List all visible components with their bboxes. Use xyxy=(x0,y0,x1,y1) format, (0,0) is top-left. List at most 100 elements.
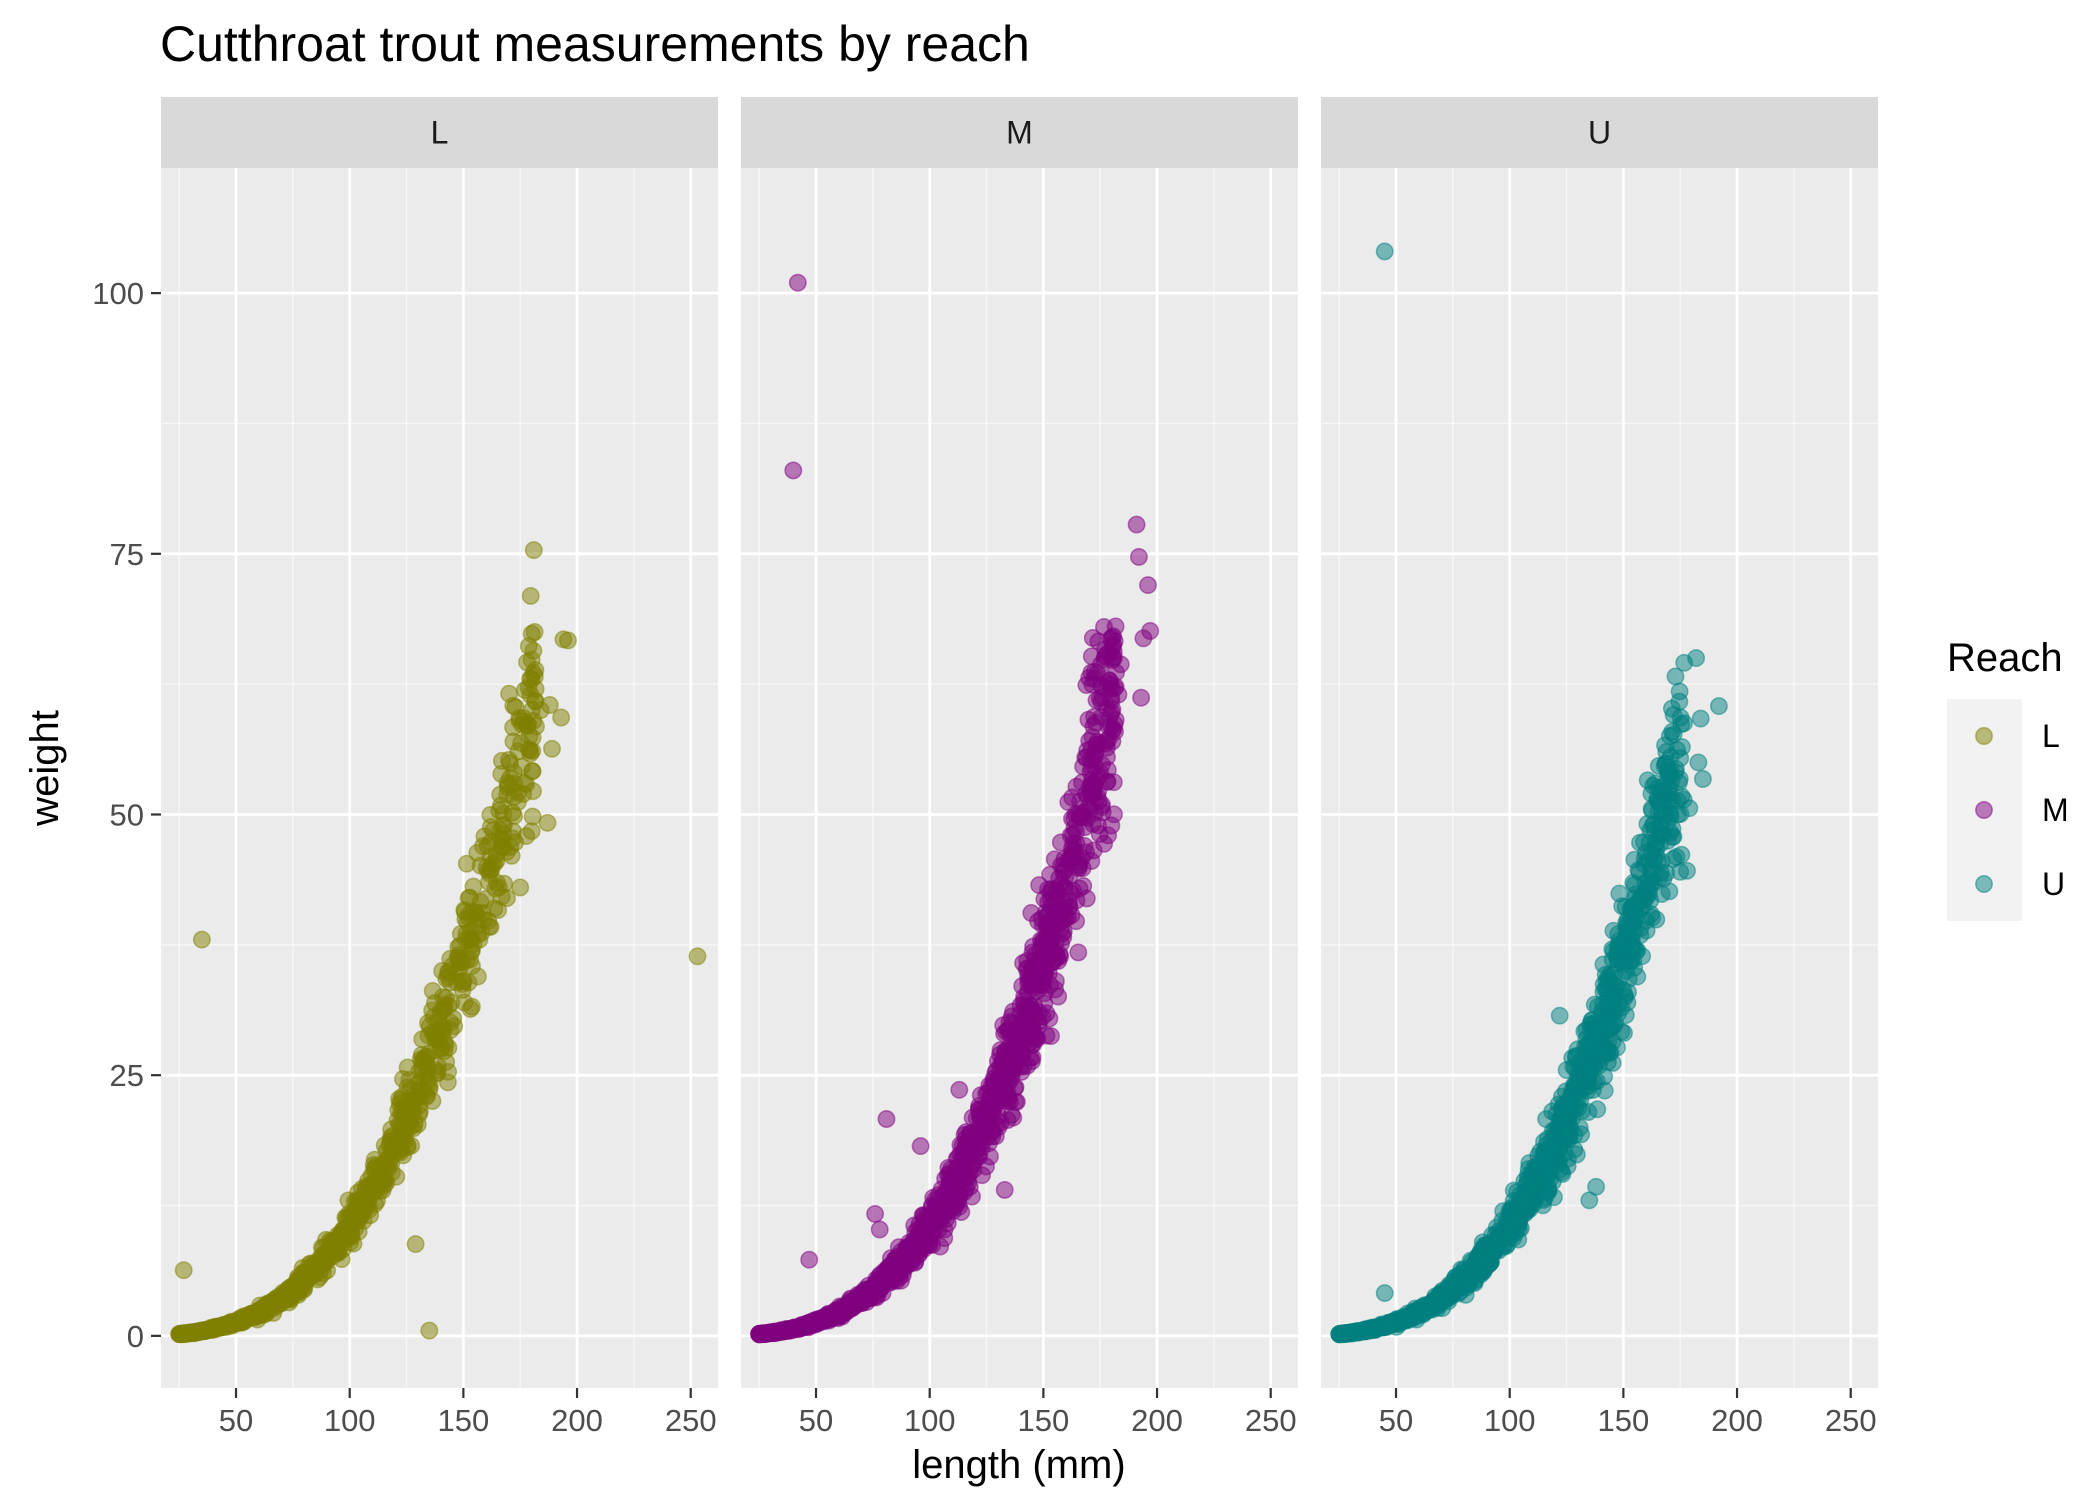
legend-key-u xyxy=(1975,875,1993,893)
data-point xyxy=(334,1239,353,1258)
data-point xyxy=(1670,692,1689,711)
data-point xyxy=(1129,547,1148,566)
data-point xyxy=(523,762,542,781)
data-point xyxy=(784,461,803,480)
data-point xyxy=(1496,1220,1515,1238)
data-point xyxy=(995,1024,1014,1043)
data-point xyxy=(351,1202,369,1221)
data-point xyxy=(492,751,511,770)
data-point xyxy=(475,827,494,846)
data-point xyxy=(456,910,475,929)
data-point xyxy=(524,541,543,560)
data-point xyxy=(1659,785,1678,804)
data-point xyxy=(885,1262,904,1281)
data-point xyxy=(1083,628,1102,647)
data-point xyxy=(1102,703,1121,722)
data-point xyxy=(1074,807,1093,826)
data-point xyxy=(1565,1076,1584,1095)
data-point xyxy=(1132,688,1151,707)
data-point xyxy=(559,631,577,650)
data-point xyxy=(1595,1067,1614,1086)
data-point xyxy=(1626,902,1644,921)
data-point xyxy=(511,878,530,897)
data-point xyxy=(1019,975,1038,993)
data-point xyxy=(420,1077,439,1095)
data-point xyxy=(1067,777,1086,796)
data-point xyxy=(1631,833,1649,852)
data-point xyxy=(1633,947,1652,966)
data-point xyxy=(1659,763,1678,782)
data-point xyxy=(275,1288,294,1307)
facet-panel-l: L xyxy=(161,97,718,1388)
data-point xyxy=(967,1109,986,1128)
x-tick-label: 150 xyxy=(1598,1403,1650,1438)
data-point xyxy=(1069,943,1088,962)
data-point xyxy=(1542,1138,1561,1157)
data-point xyxy=(1093,678,1112,697)
data-point xyxy=(490,801,509,820)
data-point xyxy=(381,1132,400,1151)
chart-title: Cutthroat trout measurements by reach xyxy=(160,16,1030,72)
data-point xyxy=(1004,1108,1023,1127)
data-point xyxy=(995,1180,1014,1199)
data-point xyxy=(926,1191,945,1210)
data-point xyxy=(1678,861,1696,880)
x-tick-label: 200 xyxy=(1131,1403,1183,1438)
data-point xyxy=(538,813,557,832)
data-point xyxy=(1693,770,1712,788)
data-point xyxy=(1083,727,1102,746)
panel-background xyxy=(161,168,718,1388)
data-point xyxy=(688,947,707,966)
data-point xyxy=(437,1053,456,1071)
data-point xyxy=(1405,1304,1424,1323)
data-point xyxy=(1689,753,1708,772)
x-tick-label: 200 xyxy=(551,1403,603,1438)
x-tick-label: 50 xyxy=(1379,1403,1413,1438)
data-point xyxy=(1035,984,1054,1003)
data-point xyxy=(1526,1157,1545,1176)
data-point xyxy=(420,1321,439,1340)
data-point xyxy=(379,1159,398,1178)
y-tick-label: 50 xyxy=(110,797,144,832)
data-point xyxy=(1680,799,1699,818)
legend-key-l xyxy=(1975,727,1993,745)
x-tick-label: 100 xyxy=(324,1403,376,1438)
data-point xyxy=(1072,849,1091,868)
data-point xyxy=(454,972,473,991)
data-point xyxy=(481,917,500,936)
legend-label-l: L xyxy=(2042,718,2060,754)
data-point xyxy=(1581,1020,1600,1039)
x-tick-label: 250 xyxy=(1825,1403,1877,1438)
data-point xyxy=(866,1204,885,1223)
data-point xyxy=(1457,1278,1476,1297)
data-point xyxy=(1556,1121,1575,1140)
data-point xyxy=(406,1235,425,1254)
data-point xyxy=(1432,1289,1451,1308)
data-point xyxy=(1024,937,1043,956)
data-point xyxy=(1575,1050,1593,1069)
data-point xyxy=(370,1175,389,1194)
data-point xyxy=(518,653,536,672)
legend-title: Reach xyxy=(1947,636,2063,680)
data-point xyxy=(1059,892,1078,911)
facet-strip-label: M xyxy=(1006,115,1033,151)
data-point xyxy=(1675,714,1693,733)
facet-panel-m: M xyxy=(741,97,1298,1388)
x-tick-label: 150 xyxy=(438,1403,490,1438)
data-point xyxy=(1001,1049,1020,1068)
data-point xyxy=(849,1287,868,1306)
data-point xyxy=(924,1208,943,1227)
x-axis-title: length (mm) xyxy=(912,1443,1125,1487)
data-point xyxy=(552,708,571,727)
data-point xyxy=(171,1324,190,1343)
x-tick-label: 150 xyxy=(1018,1403,1070,1438)
data-point xyxy=(868,1271,887,1290)
data-point xyxy=(417,1048,436,1067)
data-point xyxy=(1610,884,1629,903)
data-point xyxy=(963,1187,981,1206)
data-point xyxy=(788,273,807,292)
data-point xyxy=(1608,942,1627,961)
data-point xyxy=(492,887,511,906)
data-point xyxy=(802,1313,821,1332)
